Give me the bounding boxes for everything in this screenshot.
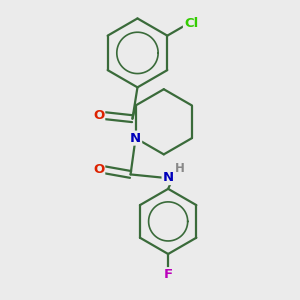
Text: Cl: Cl xyxy=(184,17,198,30)
Text: N: N xyxy=(163,171,174,184)
Text: N: N xyxy=(130,132,141,145)
Text: O: O xyxy=(93,163,104,176)
Text: O: O xyxy=(93,109,104,122)
Text: F: F xyxy=(164,268,173,281)
Text: H: H xyxy=(175,162,184,175)
